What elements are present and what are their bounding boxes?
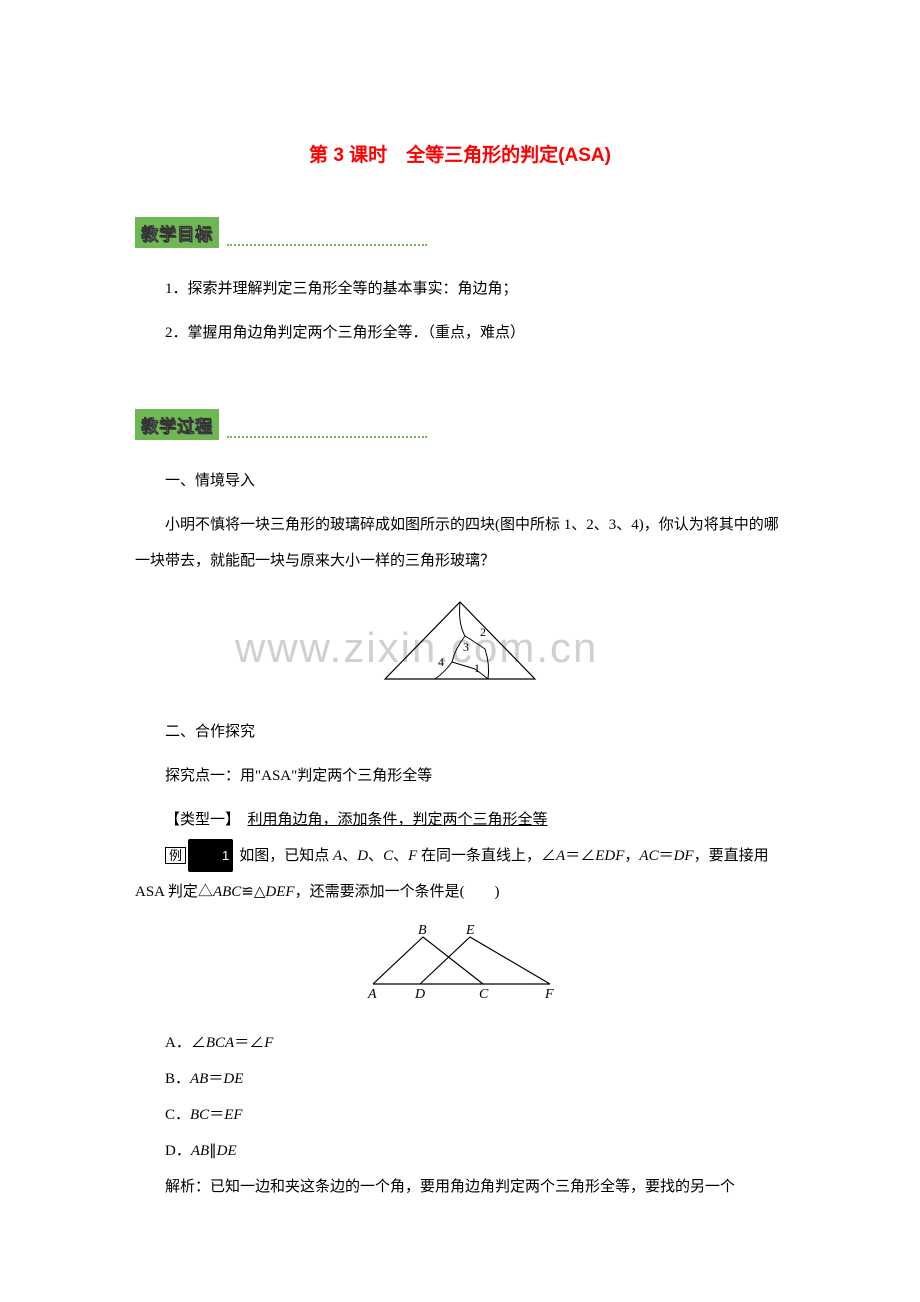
figure-2: B E A D C F xyxy=(135,922,785,1007)
option-c: C．BC＝EF xyxy=(135,1097,785,1133)
type1-prefix: 【类型一】 xyxy=(165,812,248,828)
label-F: F xyxy=(544,987,554,1002)
example-num-badge: 1 xyxy=(188,839,233,872)
intro-text: 小明不慎将一块三角形的玻璃碎成如图所示的四块(图中所标 1、2、3、4)，你认为… xyxy=(135,507,785,579)
example-1-text: 例1如图，已知点 A、D、C、F 在同一条直线上，∠A＝∠EDF，AC＝DF，要… xyxy=(135,838,785,910)
type1-text: 利用角边角，添加条件，判定两个三角形全等 xyxy=(248,812,548,828)
analysis-text: 解析：已知一边和夹这条边的一个角，要用角边角判定两个三角形全等，要找的另一个 xyxy=(135,1169,785,1205)
objectives-label: 教学目标 xyxy=(141,225,213,244)
lesson-title: 第 3 课时 全等三角形的判定(ASA) xyxy=(135,140,785,167)
intro-heading: 一、情境导入 xyxy=(135,463,785,499)
process-label: 教学过程 xyxy=(141,417,213,436)
section-header-objectives: 教学目标 xyxy=(135,217,785,249)
objective-2: 2．掌握用角边角判定两个三角形全等．（重点，难点） xyxy=(135,315,785,351)
dotted-divider xyxy=(227,436,427,438)
section-header-process: 教学过程 xyxy=(135,409,785,441)
label-D: D xyxy=(414,987,425,1002)
piece-label-4: 4 xyxy=(438,655,444,669)
explore-heading: 二、合作探究 xyxy=(135,714,785,750)
triangles-svg: B E A D C F xyxy=(355,922,565,1002)
option-b: B．AB＝DE xyxy=(135,1061,785,1097)
explore-point-1: 探究点一：用"ASA"判定两个三角形全等 xyxy=(135,758,785,794)
label-C: C xyxy=(479,987,489,1002)
dotted-divider xyxy=(227,244,427,246)
option-a: A．∠BCA＝∠F xyxy=(135,1025,785,1061)
option-d: D．AB∥DE xyxy=(135,1133,785,1169)
label-B: B xyxy=(418,923,427,938)
label-A: A xyxy=(367,987,377,1002)
broken-triangle-svg: 1 2 3 4 xyxy=(370,594,550,689)
piece-label-1: 1 xyxy=(474,661,480,675)
example-prefix-box: 例 xyxy=(165,847,186,864)
objective-1: 1．探索并理解判定三角形全等的基本事实：角边角； xyxy=(135,271,785,307)
type-1-line: 【类型一】 利用角边角，添加条件，判定两个三角形全等 xyxy=(135,802,785,838)
figure-1: www.zixin.com.cn 1 2 3 4 xyxy=(135,594,785,694)
piece-label-3: 3 xyxy=(463,640,469,654)
label-E: E xyxy=(465,923,475,938)
piece-label-2: 2 xyxy=(480,625,486,639)
